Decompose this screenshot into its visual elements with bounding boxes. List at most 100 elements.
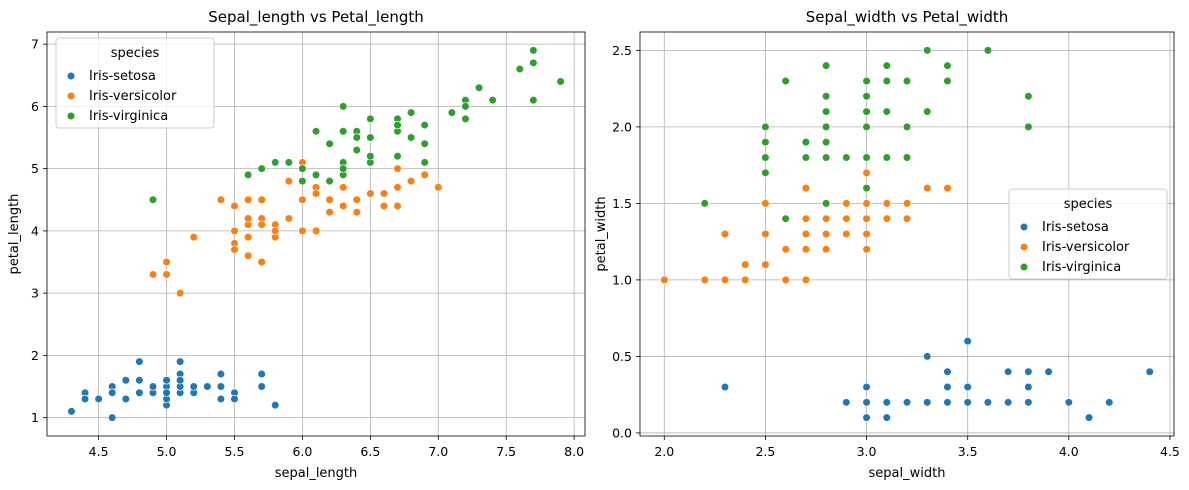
point-iris-virginica xyxy=(529,58,538,67)
x-tick-label: 2.5 xyxy=(755,444,775,459)
point-iris-virginica xyxy=(420,158,429,167)
point-iris-setosa xyxy=(923,352,932,361)
point-iris-versicolor xyxy=(257,220,266,229)
legend-box xyxy=(55,37,215,129)
point-iris-versicolor xyxy=(434,183,443,192)
chart-title: Sepal_width vs Petal_width xyxy=(806,8,1009,27)
point-iris-versicolor xyxy=(325,195,334,204)
point-iris-setosa xyxy=(862,413,871,422)
point-iris-virginica xyxy=(801,138,810,147)
point-iris-virginica xyxy=(298,176,307,186)
plot-frame xyxy=(639,31,1175,437)
point-iris-setosa xyxy=(135,388,144,397)
point-iris-versicolor xyxy=(720,275,730,285)
point-iris-setosa xyxy=(257,382,266,391)
point-iris-virginica xyxy=(761,122,770,131)
point-iris-setosa xyxy=(162,376,171,385)
point-iris-virginica xyxy=(821,61,831,70)
point-iris-versicolor xyxy=(176,289,185,298)
point-iris-setosa xyxy=(94,394,103,404)
point-iris-virginica xyxy=(821,92,831,101)
x-axis-label: sepal_length xyxy=(275,466,358,481)
point-iris-virginica xyxy=(882,153,891,162)
plot-frame xyxy=(46,31,586,437)
points xyxy=(67,46,565,422)
point-iris-virginica xyxy=(862,92,871,101)
y-ticks: 0.0 0.5 1.0 1.5 2.0 2.5 xyxy=(612,43,640,440)
point-iris-setosa xyxy=(121,394,130,404)
point-iris-virginica xyxy=(393,152,402,161)
point-iris-virginica xyxy=(339,102,348,111)
x-tick-label: 4.5 xyxy=(1160,444,1180,459)
point-iris-versicolor xyxy=(882,214,891,223)
point-iris-virginica xyxy=(862,153,871,162)
point-iris-versicolor xyxy=(741,260,750,269)
point-iris-virginica xyxy=(556,77,565,86)
legend-label: Iris-versicolor xyxy=(1042,240,1130,255)
point-iris-virginica xyxy=(862,183,871,193)
legend-label: Iris-setosa xyxy=(89,69,156,84)
y-tick-label: 1.0 xyxy=(612,272,632,287)
point-iris-versicolor xyxy=(801,229,810,239)
point-iris-virginica xyxy=(821,199,831,208)
point-iris-virginica xyxy=(325,176,334,186)
y-tick-label: 7 xyxy=(31,37,39,52)
point-iris-setosa xyxy=(963,382,972,392)
point-iris-virginica xyxy=(902,76,912,86)
point-iris-virginica xyxy=(461,102,470,111)
point-iris-virginica xyxy=(420,139,429,148)
point-iris-setosa xyxy=(720,382,730,392)
x-tick-label: 8.0 xyxy=(564,444,584,459)
point-iris-setosa xyxy=(902,398,912,407)
point-iris-virginica xyxy=(700,199,709,208)
point-iris-setosa xyxy=(1004,398,1013,407)
x-tick-label: 6.0 xyxy=(292,444,312,459)
point-iris-setosa xyxy=(963,398,972,407)
left-chart: Sepal_length vs Petal_length 4.5 5.0 5.5 6.… xyxy=(7,8,586,481)
point-iris-virginica xyxy=(271,158,280,167)
point-iris-versicolor xyxy=(821,229,831,239)
point-iris-setosa xyxy=(1024,398,1033,407)
y-tick-label: 2 xyxy=(31,348,39,363)
point-iris-versicolor xyxy=(862,245,871,254)
point-iris-versicolor xyxy=(862,168,871,177)
point-iris-setosa xyxy=(1084,413,1094,422)
point-iris-virginica xyxy=(407,108,416,117)
legend: species Iris-setosa Iris-versicolor Iris… xyxy=(1008,188,1168,280)
x-tick-label: 7.0 xyxy=(428,444,448,459)
point-iris-versicolor xyxy=(257,195,266,204)
point-iris-setosa xyxy=(1105,398,1114,407)
point-iris-versicolor xyxy=(393,164,402,173)
point-iris-versicolor xyxy=(393,183,402,192)
x-tick-label: 6.5 xyxy=(360,444,380,459)
point-iris-virginica xyxy=(366,114,375,123)
point-iris-virginica xyxy=(821,138,831,147)
point-iris-setosa xyxy=(230,394,239,404)
point-iris-versicolor xyxy=(862,229,871,239)
point-iris-versicolor xyxy=(761,229,770,239)
point-iris-versicolor xyxy=(781,245,790,254)
point-iris-versicolor xyxy=(660,275,669,285)
point-iris-versicolor xyxy=(761,199,770,208)
point-iris-virginica xyxy=(761,138,770,147)
point-iris-versicolor xyxy=(243,214,253,223)
y-tick-label: 2.5 xyxy=(612,43,632,58)
chart-title: Sepal_length vs Petal_length xyxy=(208,8,423,27)
point-iris-virginica xyxy=(447,108,456,117)
point-iris-versicolor xyxy=(352,195,361,204)
y-tick-label: 3 xyxy=(31,286,39,301)
point-iris-versicolor xyxy=(902,214,912,223)
point-iris-setosa xyxy=(1145,367,1154,376)
point-iris-versicolor xyxy=(230,226,239,235)
point-iris-versicolor xyxy=(781,275,790,285)
x-axis-label: sepal_width xyxy=(869,466,946,481)
point-iris-virginica xyxy=(529,96,538,105)
point-iris-virginica xyxy=(943,76,952,86)
point-iris-setosa xyxy=(943,382,952,392)
point-iris-setosa xyxy=(216,394,225,404)
point-iris-versicolor xyxy=(366,189,375,198)
x-tick-label: 3.0 xyxy=(857,444,877,459)
x-tick-label: 4.5 xyxy=(89,444,109,459)
point-iris-setosa xyxy=(148,382,158,391)
